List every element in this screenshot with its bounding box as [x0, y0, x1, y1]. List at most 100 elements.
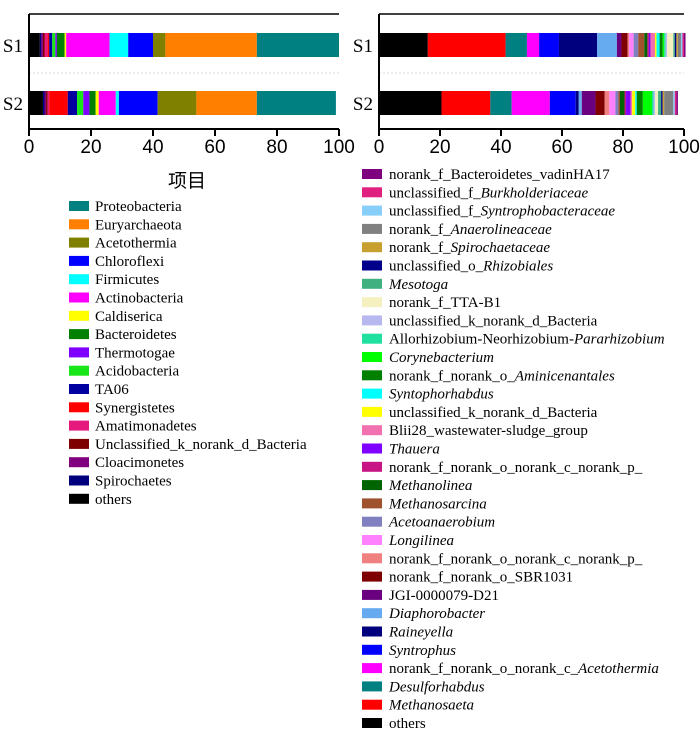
legend-swatch	[362, 187, 382, 198]
category-label: S1	[3, 36, 23, 57]
legend-swatch	[362, 169, 382, 179]
legend-label: Thermotogae	[95, 345, 175, 361]
legend-swatch	[362, 352, 382, 362]
legend-swatch	[362, 223, 382, 234]
bar-segment	[644, 33, 648, 57]
legend-swatch	[69, 402, 89, 413]
bar-segment	[659, 33, 663, 57]
legend-swatch	[362, 498, 382, 509]
legend-item: norank_f_TTA-B1	[362, 295, 501, 311]
bar-segment	[379, 33, 428, 57]
legend-item: unclassified_f_Syntrophobacteraceae	[362, 204, 615, 220]
x-tick-label: 20	[80, 137, 101, 158]
legend-genus: norank_f_Bacteroidetes_vadinHA17 unclassi…	[362, 167, 665, 732]
bar-segment	[44, 91, 47, 115]
bar-segment	[650, 33, 656, 57]
legend-label: Mesotoga	[388, 277, 448, 293]
bar-segment	[67, 91, 78, 115]
legend-swatch	[362, 406, 382, 417]
bar-segment	[49, 33, 53, 57]
legend-label: JGI-0000079-D21	[389, 588, 499, 604]
legend-item: JGI-0000079-D21	[362, 588, 499, 604]
bar-segment	[615, 91, 619, 115]
legend-item: norank_f_Anaerolineaceae	[362, 222, 552, 238]
legend-label: Euryarchaeota	[95, 217, 182, 233]
bar-segment	[673, 33, 675, 57]
legend-label: Cloacimonetes	[95, 455, 184, 471]
legend-item: Bacteroidetes	[69, 327, 177, 343]
legend-item: Methanolinea	[362, 478, 472, 494]
bar-segment	[505, 33, 527, 57]
bar-segment	[575, 91, 579, 115]
legend-item: Mesotoga	[362, 277, 448, 293]
legend-swatch	[362, 553, 382, 564]
bar-segment	[441, 91, 491, 115]
bar-segment	[658, 91, 662, 115]
legend-label: norank_f_norank_o_norank_c_norank_p_	[389, 460, 643, 476]
bar-segment	[549, 91, 576, 115]
bar-segment	[676, 91, 678, 115]
chart-title: 项目	[168, 170, 206, 192]
bar-segment	[511, 91, 550, 115]
legend-item: Thauera	[362, 442, 440, 458]
legend-label: Amatimonadetes	[95, 419, 197, 435]
legend-label: unclassified_o_Rhizobiales	[389, 259, 553, 275]
legend-label: Bacteroidetes	[95, 327, 177, 343]
bar-segment	[44, 33, 48, 57]
bar-segment	[42, 91, 45, 115]
legend-item: Thermotogae	[69, 345, 175, 361]
bar-segment	[638, 33, 645, 57]
bar-segment	[427, 33, 506, 57]
bar-segment	[118, 91, 158, 115]
legend-item: Proteobacteria	[69, 199, 182, 215]
legend-swatch	[69, 310, 89, 321]
legend-swatch	[362, 315, 382, 326]
legend-item: Syntrophus	[362, 643, 456, 659]
legend-label: Proteobacteria	[95, 199, 182, 215]
bar-segment	[165, 33, 257, 57]
bar-segment	[684, 33, 686, 57]
category-label: S2	[3, 94, 23, 115]
legend-swatch	[362, 699, 382, 710]
bar-segment	[490, 91, 512, 115]
bar-segment	[636, 91, 643, 115]
bar-segment	[539, 33, 559, 57]
bar-segment	[49, 91, 68, 115]
legend-swatch	[362, 388, 382, 399]
bar-segment	[39, 33, 42, 57]
legend-item: norank_f_norank_o_Aminicenantales	[362, 368, 615, 384]
bar-segment	[673, 91, 675, 115]
legend-swatch	[362, 425, 382, 436]
legend-swatch	[362, 681, 382, 692]
legend-item: unclassified_f_Burkholderiaceae	[362, 185, 588, 201]
legend-label: unclassified_f_Burkholderiaceae	[389, 185, 588, 201]
bar-segment	[609, 91, 616, 115]
bar-segment	[83, 91, 90, 115]
legend-item: Desulforhabdus	[362, 679, 485, 695]
legend-label: others	[389, 716, 426, 732]
legend-label: norank_f_Bacteroidetes_vadinHA17	[389, 167, 610, 183]
legend-swatch	[69, 384, 89, 394]
legend-item: norank_f_Bacteroidetes_vadinHA17	[362, 167, 610, 183]
legend-swatch	[69, 457, 89, 468]
bar-segment	[618, 91, 620, 115]
legend-item: Raineyella	[362, 625, 453, 641]
legend-swatch	[69, 292, 89, 303]
legend-label: Diaphorobacter	[388, 606, 485, 622]
legend-item: Syntophorhabdus	[362, 387, 494, 403]
legend-item: Cloacimonetes	[69, 455, 184, 471]
legend-label: norank_f_norank_o_norank_c_norank_p_	[389, 551, 643, 567]
legend-label: Allorhizobium-Neorhizobium-Pararhizobium	[389, 332, 665, 348]
x-tick-label: 80	[612, 137, 633, 158]
bar-segment	[595, 91, 605, 115]
bar-segment	[196, 91, 257, 115]
x-tick-label: 40	[142, 137, 163, 158]
legend-phylum: Proteobacteria Euryarchaeota Acetothermia C…	[69, 199, 307, 508]
legend-swatch	[69, 237, 89, 248]
bar-segment	[642, 91, 652, 115]
legend-label: Blii28_wastewater-sludge_group	[389, 423, 588, 439]
x-tick-label: 80	[266, 137, 287, 158]
legend-item: Methanosaeta	[362, 698, 474, 714]
legend-swatch	[362, 333, 382, 344]
